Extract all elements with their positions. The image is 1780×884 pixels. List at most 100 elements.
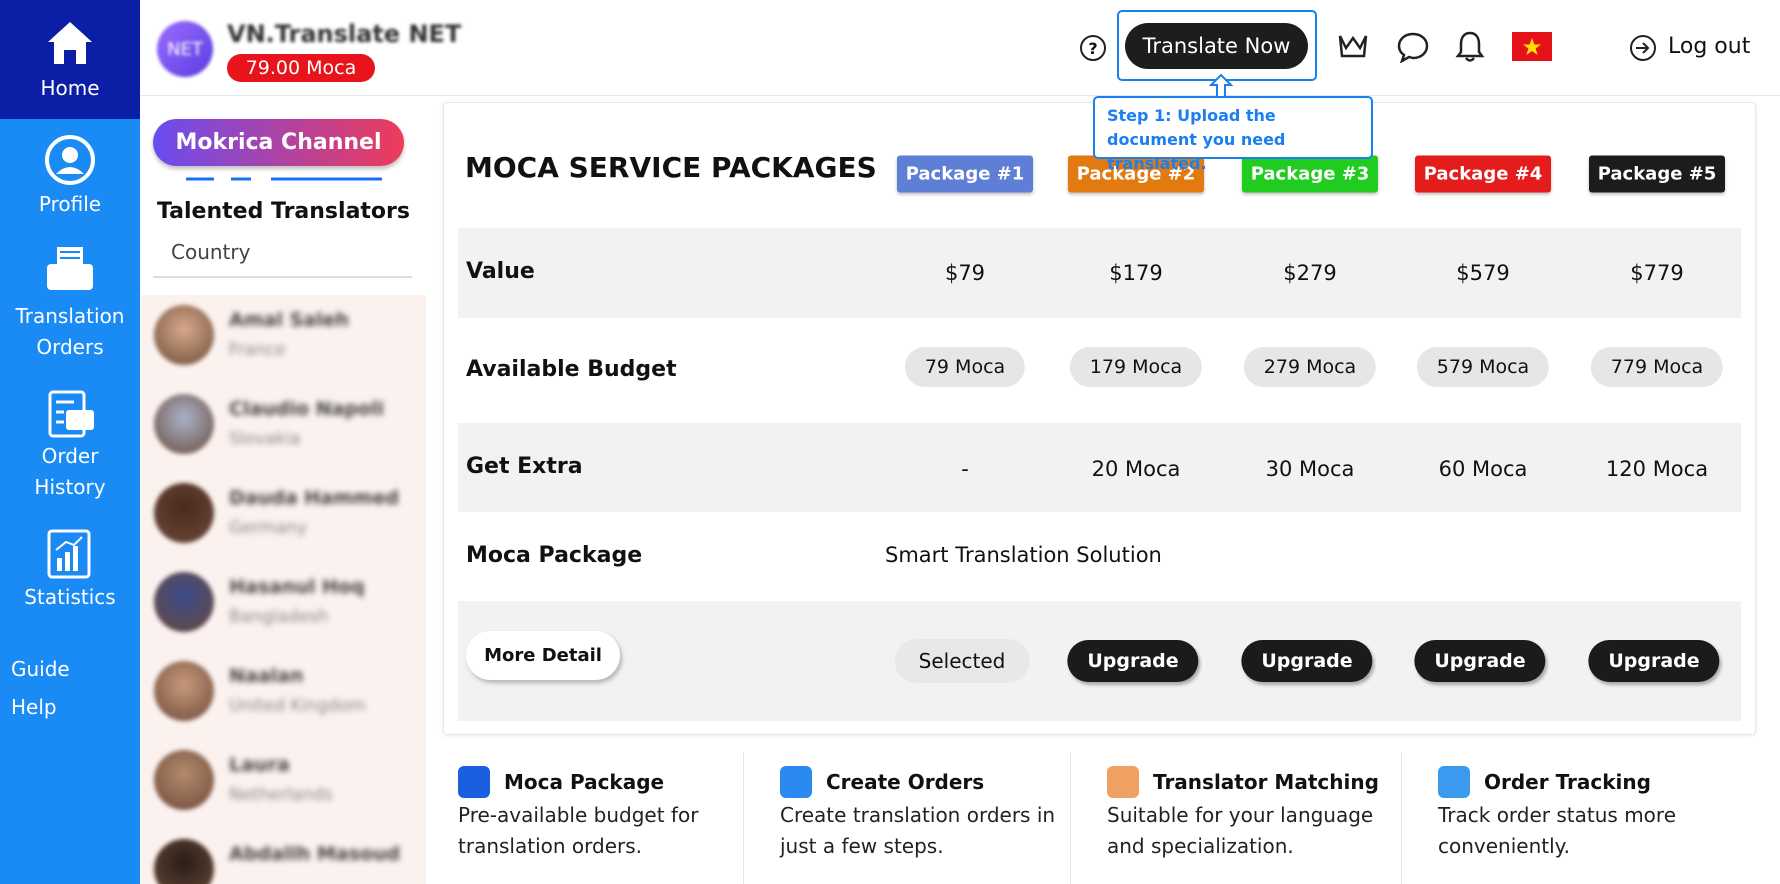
translator-name: Hasanul Hoq (229, 576, 365, 598)
translators-heading: Talented Translators (157, 199, 410, 224)
translator-avatar[interactable] (154, 305, 214, 365)
translator-avatar[interactable] (154, 750, 214, 810)
nav-item[interactable]: Statistics (24, 585, 116, 609)
separator (743, 752, 744, 884)
channel-button[interactable]: Mokrica Channel (153, 119, 404, 166)
feature-icon (780, 766, 812, 798)
separator (1070, 752, 1071, 884)
nav-item[interactable]: Order History (34, 444, 106, 499)
translator-name: Claudio Napoli (229, 398, 384, 420)
translator-name: Amal Saleh (229, 309, 349, 331)
dash-decoration (186, 177, 382, 181)
extra-moca: 20 Moca (1091, 457, 1181, 481)
extra-moca: 60 Moca (1438, 457, 1528, 481)
channel-panel: Mokrica Channel Talented Translators Cou… (141, 96, 426, 884)
nav-link[interactable]: Guide (11, 657, 70, 681)
upgrade-button[interactable]: Upgrade (1588, 640, 1720, 682)
translator-avatar[interactable] (154, 394, 214, 454)
help-icon[interactable]: ? (1080, 35, 1106, 61)
package-value: $279 (1283, 261, 1337, 285)
nav-item[interactable]: Profile (38, 192, 102, 216)
table-row: Moca Package (458, 512, 1741, 601)
selected-label: Selected (894, 639, 1030, 683)
nav-item[interactable]: Translation Orders (15, 304, 125, 359)
country-filter[interactable]: Country (153, 240, 412, 278)
feature-title: Order Tracking (1484, 770, 1651, 794)
budget-chip: 79 Moca (904, 347, 1026, 387)
translator-name: Naalan (229, 665, 304, 687)
account-name: VN.Translate NET (227, 20, 462, 48)
translator-country: Slovakia (229, 429, 301, 449)
budget-chip: 279 Moca (1243, 347, 1377, 387)
translate-now-button[interactable]: Translate Now (1125, 23, 1308, 69)
feature-title: Translator Matching (1153, 770, 1379, 794)
feature-text: Pre-available budget for translation ord… (458, 803, 699, 858)
feature-icon (458, 766, 490, 798)
packages-card: MOCA SERVICE PACKAGES Package #1 Package … (443, 102, 1756, 735)
nav-item[interactable]: Home (40, 76, 100, 100)
history-icon (48, 390, 94, 438)
statistics-icon (47, 529, 91, 579)
translator-avatar[interactable] (154, 661, 214, 721)
translator-country: France (229, 340, 286, 360)
tooltip: Step 1: Upload the document you need tra… (1093, 96, 1373, 173)
package-value: $579 (1456, 261, 1510, 285)
table-row: Available Budget (458, 318, 1741, 423)
header: NET VN.Translate NET 79.00 Moca ? Transl… (140, 0, 1780, 96)
translator-avatar[interactable] (154, 839, 214, 884)
package-badge: Package #4 (1415, 155, 1551, 193)
feature-text: Track order status more conveniently. (1438, 803, 1676, 858)
package-badge: Package #1 (897, 155, 1033, 193)
orders-icon (47, 245, 93, 290)
row-label: Get Extra (466, 453, 583, 479)
upgrade-button[interactable]: Upgrade (1241, 640, 1373, 682)
extra-moca: 120 Moca (1605, 457, 1709, 481)
feature-text: Create translation orders in just a few … (780, 803, 1056, 858)
extra-moca: - (961, 457, 969, 481)
translator-country: Germany (229, 518, 308, 538)
package-value: $79 (944, 261, 986, 285)
moca-package-text: Smart Translation Solution (885, 543, 1162, 567)
package-badge: Package #2 (1068, 155, 1204, 193)
feature-icon (1438, 766, 1470, 798)
sidebar: Home Profile Translation Orders Order Histo… (0, 0, 140, 884)
upgrade-button[interactable]: Upgrade (1414, 640, 1546, 682)
package-badge: Package #3 (1242, 155, 1378, 193)
separator (1401, 752, 1402, 884)
more-detail-button[interactable]: More Detail (466, 631, 620, 680)
extra-moca: 30 Moca (1265, 457, 1355, 481)
logout-icon[interactable] (1628, 33, 1658, 63)
package-badge: Package #5 (1589, 155, 1725, 193)
row-label: Value (466, 259, 535, 284)
packages-title: MOCA SERVICE PACKAGES (465, 151, 877, 184)
package-value: $779 (1630, 261, 1684, 285)
home-active[interactable] (0, 0, 140, 119)
translator-country: Bangladesh (229, 607, 329, 627)
row-label: Moca Package (466, 542, 643, 568)
budget-chip: 779 Moca (1590, 347, 1724, 387)
budget-chip: 179 Moca (1069, 347, 1203, 387)
chat-icon[interactable] (1396, 31, 1430, 63)
upgrade-button[interactable]: Upgrade (1067, 640, 1199, 682)
award-icon[interactable] (1336, 30, 1370, 62)
row-label: Available Budget (466, 356, 677, 382)
avatar[interactable]: NET (157, 21, 213, 77)
nav-link[interactable]: Help (11, 695, 57, 719)
translator-avatar[interactable] (154, 483, 214, 543)
translator-avatar[interactable] (154, 572, 214, 632)
table-row: Get Extra (458, 423, 1741, 512)
language-flag[interactable] (1512, 32, 1552, 61)
feature-text: Suitable for your language and specializ… (1107, 803, 1374, 858)
table-row: Value (458, 228, 1741, 318)
bell-icon[interactable] (1455, 30, 1485, 64)
balance: 79.00 Moca (227, 54, 375, 82)
translator-country: Netherlands (229, 785, 333, 805)
package-value: $179 (1109, 261, 1163, 285)
translator-name: Laura (229, 754, 290, 776)
translator-country: United Kingdom (229, 696, 366, 716)
profile-icon (45, 135, 95, 185)
logout-link[interactable]: Log out (1668, 34, 1751, 59)
budget-chip: 579 Moca (1416, 347, 1550, 387)
